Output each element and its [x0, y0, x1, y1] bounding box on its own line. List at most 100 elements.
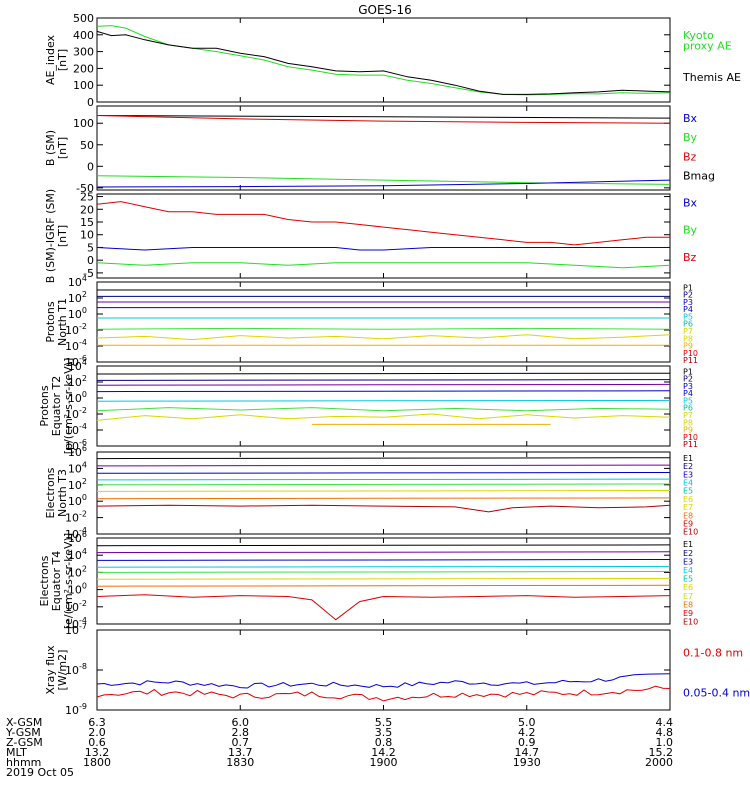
series-line-by [96, 175, 671, 185]
panel-frame [96, 451, 671, 535]
x-axis-value: 2.0 [88, 726, 106, 739]
x-axis-value: 13.2 [85, 746, 110, 759]
legend-p10: P10 [683, 433, 698, 442]
y-axis-label: B (SM)-IGRF (SM) [44, 189, 57, 283]
legend-kyoto: Kyoto [683, 29, 714, 42]
series-line-e8 [96, 584, 671, 587]
y-tick-label: 10-2 [65, 510, 87, 525]
y-tick-label: 102 [68, 477, 87, 492]
legend-p9: P9 [683, 342, 693, 351]
series-line-bx [96, 247, 670, 251]
series-line-e2 [96, 464, 671, 467]
y-axis-label: Electrons [38, 555, 51, 606]
y-tick-label: 102 [68, 374, 87, 389]
legend-p4: P4 [683, 389, 693, 398]
y-tick-label: 102 [68, 290, 87, 305]
x-axis-value: 0.9 [518, 736, 536, 749]
x-axis-value: 1.0 [656, 736, 674, 749]
y-tick-label: 0 [87, 254, 94, 267]
y-axis-label: B (SM) [44, 130, 57, 166]
y-tick-label: 10-4 [65, 422, 87, 437]
legend-p3: P3 [683, 382, 693, 391]
legend-e7: E7 [683, 592, 693, 601]
legend-0-1-0-8-nm: 0.1-0.8 nm [683, 646, 743, 659]
legend-by: By [683, 223, 698, 236]
x-axis-value: 14.7 [515, 746, 540, 759]
y-axis-label: [e/(cm²-s-sr-keV)] [62, 533, 75, 629]
x-axis-value: 6.0 [232, 716, 250, 729]
legend-p11: P11 [683, 440, 698, 449]
series-line-by [96, 262, 671, 269]
legend-e2: E2 [683, 549, 693, 558]
y-tick-label: 0 [87, 96, 94, 109]
date-label: 2019 Oct 05 [6, 766, 74, 779]
series-line-p6 [96, 327, 671, 330]
series-line-e5 [96, 483, 671, 486]
series-line-e1 [96, 457, 671, 460]
series-line-e6 [96, 490, 671, 492]
x-axis-row-label: MLT [6, 746, 27, 759]
y-axis-label: Protons [38, 385, 51, 426]
legend-p6: P6 [683, 320, 693, 329]
y-tick-label: 10-6 [65, 354, 87, 369]
series-line-bz [96, 201, 670, 246]
y-tick-label: 100 [73, 117, 94, 130]
series-line-e9 [96, 594, 671, 621]
series-line-e3 [96, 472, 671, 474]
legend-e7: E7 [683, 503, 693, 512]
x-axis-value: 0.8 [375, 736, 393, 749]
y-tick-label: 10-2 [65, 322, 87, 337]
panel-frame [96, 365, 671, 447]
x-axis-value: 0.6 [88, 736, 106, 749]
x-axis-value: 4.2 [518, 726, 536, 739]
legend-bmag: Bmag [683, 170, 715, 183]
legend-0-05-0-4-nm: 0.05-0.4 nm [683, 686, 750, 699]
legend-p6: P6 [683, 404, 693, 413]
y-axis-label: [nT] [56, 225, 69, 247]
x-axis-value: 13.7 [228, 746, 253, 759]
y-tick-label: 104 [68, 274, 87, 289]
panel-bsm: -50 0 50 100 B (SM) [nT] Bx By Bz Bmag [44, 105, 715, 195]
y-tick-label: 10-4 [65, 616, 87, 631]
series-line-p3 [96, 383, 671, 386]
y-tick-label: 104 [68, 460, 87, 475]
legend-e8: E8 [683, 511, 693, 520]
series-line-themis-ae [96, 30, 671, 95]
legend-p1: P1 [683, 367, 693, 376]
legend-bx: Bx [683, 112, 698, 125]
y-tick-label: 100 [73, 79, 94, 92]
y-tick-label: 20 [80, 203, 94, 216]
y-tick-label: -50 [76, 182, 94, 195]
y-axis-label: [nT] [56, 49, 69, 71]
x-axis-value: 3.5 [375, 726, 393, 739]
legend-e5: E5 [683, 575, 693, 584]
legend-p11: P11 [683, 356, 698, 365]
legend-p7: P7 [683, 327, 693, 336]
y-axis-label: [p/(cm²-s-sr-keV)] [62, 358, 75, 455]
chart-title: GOES-16 [358, 3, 412, 17]
x-axis-value: 5.0 [518, 716, 536, 729]
panel-frame [96, 105, 671, 191]
legend-e8: E8 [683, 600, 693, 609]
panel-frame [96, 537, 671, 625]
legend-e10: E10 [683, 528, 698, 537]
series-line-bmag [96, 115, 671, 119]
series-line-e3 [96, 559, 671, 561]
x-axis-value: 2.8 [232, 726, 250, 739]
y-tick-label: 10-7 [65, 622, 87, 637]
y-tick-label: 104 [68, 358, 87, 373]
series-line-p5 [96, 399, 671, 402]
y-tick-label: 10-4 [65, 338, 87, 353]
x-axis-value: 1930 [513, 756, 541, 769]
y-tick-label: 104 [68, 547, 87, 562]
series-line-e2 [96, 551, 671, 554]
legend-e4: E4 [683, 479, 693, 488]
panel-xray: 10-7 10-8 10-9 Xray flux [W/m2] 0.1-0.8 nm 0.0… [44, 622, 750, 717]
series-line-e6 [96, 577, 671, 580]
series-line-p7 [96, 413, 671, 421]
y-tick-label: 106 [68, 530, 87, 545]
x-axis-value: 0.7 [232, 736, 250, 749]
